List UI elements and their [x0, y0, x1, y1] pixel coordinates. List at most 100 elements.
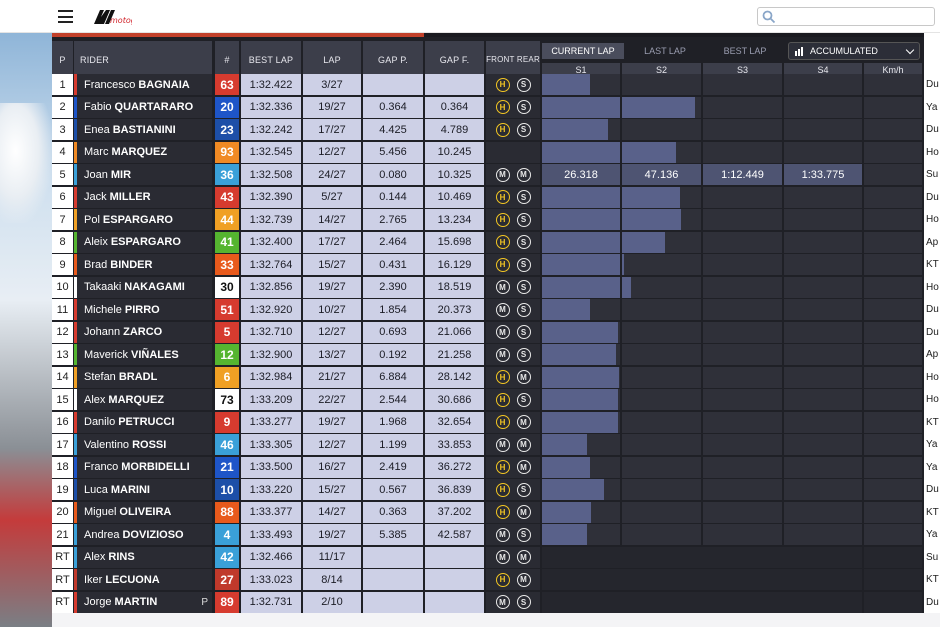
rider-name[interactable]: Aleix ESPARGARO [74, 231, 212, 253]
rider-name[interactable]: Francesco BAGNAIA [74, 74, 212, 95]
gap-previous: 2.419 [363, 456, 423, 478]
rider-row[interactable]: 13 Maverick VIÑALES 12 1:32.900 13/27 0.192 21.… [52, 344, 940, 367]
gap-previous: 2.390 [363, 276, 423, 298]
rider-name[interactable]: Valentino ROSSI [74, 434, 212, 455]
rider-name[interactable]: Maverick VIÑALES [74, 344, 212, 365]
sector-3-cell [703, 209, 782, 230]
header-s3: S3 [703, 63, 782, 77]
rear-tyre-icon: S [516, 212, 531, 227]
speed-cell [864, 299, 922, 320]
tab-current-lap[interactable]: CURRENT LAP [542, 43, 624, 59]
rider-row[interactable]: 9 Brad BINDER 33 1:32.764 15/27 0.431 16.129 H S K… [52, 254, 940, 277]
speed-cell [864, 389, 922, 410]
gap-first: 10.245 [425, 141, 484, 163]
rider-row[interactable]: 4 Marc MARQUEZ 93 1:32.545 12/27 5.456 10.245 Ho [52, 141, 940, 165]
motogp-logo[interactable]: motogp [92, 6, 132, 28]
best-lap-time: 1:33.305 [241, 434, 301, 455]
position: RT [52, 591, 73, 613]
rider-row[interactable]: 11 Michele PIRRO 51 1:32.920 10/27 1.854 20.373… [52, 299, 940, 322]
sector-1-cell [542, 524, 620, 545]
bike-make: KT [924, 411, 940, 433]
rider-name[interactable]: Stefan BRADL [74, 366, 212, 388]
sector-3-cell [703, 186, 782, 208]
best-lap-time: 1:32.508 [241, 164, 301, 185]
gap-previous: 5.456 [363, 141, 423, 163]
rider-row[interactable]: 7 Pol ESPARGARO 44 1:32.739 14/27 2.765 13.234 H… [52, 209, 940, 232]
rider-name[interactable]: Andrea DOVIZIOSO [74, 524, 212, 545]
rider-name[interactable]: Enea BASTIANINI [74, 119, 212, 140]
search-box[interactable] [757, 7, 935, 26]
rider-row[interactable]: 18 Franco MORBIDELLI 21 1:33.500 16/27 2.419 36… [52, 456, 940, 480]
rider-name[interactable]: Jack MILLER [74, 186, 212, 208]
rider-name[interactable]: Danilo PETRUCCI [74, 411, 212, 433]
rider-row[interactable]: RT Iker LECUONA 27 1:33.023 8/14 H M KT [52, 569, 940, 592]
header-best-lap: BEST LAP [241, 41, 301, 78]
tab-last-lap[interactable]: LAST LAP [644, 46, 686, 56]
bike-make: Ya [924, 434, 940, 455]
rider-row[interactable]: RT Jorge MARTIN P 89 1:32.731 2/10 M S Du [52, 591, 940, 615]
rider-row[interactable]: 8 Aleix ESPARGARO 41 1:32.400 17/27 2.464 15.69… [52, 231, 940, 255]
sector-time: 1:33.775 [784, 164, 862, 185]
rider-row[interactable]: 20 Miguel OLIVEIRA 88 1:33.377 14/27 0.363 37.2… [52, 501, 940, 525]
bike-make: Ho [924, 366, 940, 388]
lap-count: 2/10 [303, 591, 361, 613]
rider-row[interactable]: 16 Danilo PETRUCCI 9 1:33.277 19/27 1.968 32.65… [52, 411, 940, 435]
front-tyre-icon: H [495, 190, 510, 204]
sector-3-cell [703, 344, 782, 365]
rider-row[interactable]: 14 Stefan BRADL 6 1:32.984 21/27 6.884 28.142 H M… [52, 366, 940, 390]
rear-tyre-icon: S [516, 325, 531, 339]
rider-row[interactable]: 10 Takaaki NAKAGAMI 30 1:32.856 19/27 2.390 18.… [52, 276, 940, 300]
sector-3-cell [703, 501, 782, 523]
rider-name[interactable]: Brad BINDER [74, 254, 212, 275]
rider-name[interactable]: Jorge MARTIN P [74, 591, 212, 613]
accumulated-dropdown[interactable]: ACCUMULATED [788, 42, 920, 60]
rider-name[interactable]: Miguel OLIVEIRA [74, 501, 212, 523]
rider-name[interactable]: Iker LECUONA [74, 569, 212, 590]
rider-row[interactable]: 21 Andrea DOVIZIOSO 4 1:33.493 19/27 5.385 42.5… [52, 524, 940, 547]
rider-name[interactable]: Fabio QUARTARARO [74, 96, 212, 118]
search-input[interactable] [778, 9, 932, 24]
rider-row[interactable]: 17 Valentino ROSSI 46 1:33.305 12/27 1.199 33.8… [52, 434, 940, 457]
rider-row[interactable]: 12 Johann ZARCO 5 1:32.710 12/27 0.693 21.066 M S… [52, 321, 940, 345]
gap-first [425, 569, 484, 590]
rider-name[interactable]: Joan MIR [74, 164, 212, 185]
sectors-retired [542, 591, 862, 613]
sector-2-cell [622, 209, 701, 230]
rider-row[interactable]: 3 Enea BASTIANINI 23 1:32.242 17/27 4.425 4.789… [52, 119, 940, 142]
sector-3-cell [703, 479, 782, 500]
speed-cell [864, 434, 922, 455]
rider-row[interactable]: 2 Fabio QUARTARARO 20 1:32.336 19/27 0.364 0.36… [52, 96, 940, 120]
rider-name[interactable]: Michele PIRRO [74, 299, 212, 320]
gap-previous [363, 546, 423, 568]
background-photo [0, 33, 52, 627]
lap-count: 24/27 [303, 164, 361, 185]
rider-name[interactable]: Luca MARINI [74, 479, 212, 500]
rider-row[interactable]: 6 Jack MILLER 43 1:32.390 5/27 0.144 10.469 H S Du [52, 186, 940, 210]
bike-make: Ho [924, 276, 940, 298]
rider-name[interactable]: Alex MARQUEZ [74, 389, 212, 410]
rider-row[interactable]: 5 Joan MIR 36 1:32.508 24/27 0.080 10.325 M M 26.3… [52, 164, 940, 187]
rider-row[interactable]: 19 Luca MARINI 10 1:33.220 15/27 0.567 36.839 H S… [52, 479, 940, 502]
rider-name[interactable]: Takaaki NAKAGAMI [74, 276, 212, 298]
rider-row[interactable]: 1 Francesco BAGNAIA 63 1:32.422 3/27 H S Du [52, 74, 940, 97]
tab-best-lap[interactable]: BEST LAP [723, 46, 767, 56]
gap-first: 33.853 [425, 434, 484, 455]
sector-4-cell [784, 411, 862, 433]
rider-name[interactable]: Franco MORBIDELLI [74, 456, 212, 478]
sector-4-cell [784, 501, 862, 523]
rider-name[interactable]: Alex RINS [74, 546, 212, 568]
gap-first: 37.202 [425, 501, 484, 523]
rider-name[interactable]: Johann ZARCO [74, 321, 212, 343]
rider-row[interactable]: RT Alex RINS 42 1:32.466 11/17 M M Su [52, 546, 940, 570]
rider-name[interactable]: Pol ESPARGARO [74, 209, 212, 230]
menu-icon[interactable] [58, 10, 73, 23]
rider-name[interactable]: Marc MARQUEZ [74, 141, 212, 163]
sector-progress-bar [542, 321, 619, 343]
rider-row[interactable]: 15 Alex MARQUEZ 73 1:33.209 22/27 2.544 30.686 H… [52, 389, 940, 412]
